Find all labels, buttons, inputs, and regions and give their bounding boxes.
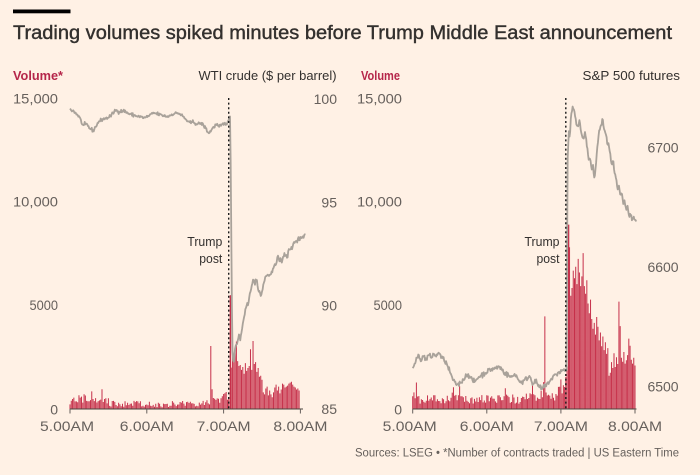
svg-text:Volume: Volume <box>361 69 400 83</box>
svg-text:S&P 500 futures: S&P 500 futures <box>583 68 681 83</box>
svg-text:Trump: Trump <box>525 235 560 249</box>
svg-text:7.00AM: 7.00AM <box>534 418 588 434</box>
svg-text:Sources: LSEG • *Number of con: Sources: LSEG • *Number of contracts tra… <box>355 448 679 460</box>
svg-text:6.00AM: 6.00AM <box>120 418 174 434</box>
svg-text:0: 0 <box>50 402 58 418</box>
svg-text:6700: 6700 <box>647 139 678 155</box>
svg-text:6500: 6500 <box>647 379 678 395</box>
svg-text:0: 0 <box>394 402 402 418</box>
svg-text:Trading volumes spiked minutes: Trading volumes spiked minutes before Tr… <box>13 23 673 44</box>
svg-text:15,000: 15,000 <box>13 90 58 106</box>
svg-text:6600: 6600 <box>647 259 678 275</box>
svg-text:85: 85 <box>321 401 337 417</box>
svg-text:Trump: Trump <box>187 235 222 249</box>
svg-text:Volume*: Volume* <box>13 69 63 83</box>
svg-text:5.00AM: 5.00AM <box>40 418 94 434</box>
svg-text:post: post <box>199 252 222 266</box>
svg-text:post: post <box>537 252 560 266</box>
svg-text:7.00AM: 7.00AM <box>197 418 251 434</box>
svg-text:6.00AM: 6.00AM <box>460 418 514 434</box>
svg-text:5000: 5000 <box>30 297 59 313</box>
svg-text:15,000: 15,000 <box>357 90 402 106</box>
svg-text:10,000: 10,000 <box>13 194 58 210</box>
svg-text:WTI crude ($ per barrel): WTI crude ($ per barrel) <box>199 68 337 83</box>
svg-text:90: 90 <box>321 298 337 314</box>
svg-text:8.00AM: 8.00AM <box>273 418 327 434</box>
svg-text:95: 95 <box>321 194 337 210</box>
svg-text:100: 100 <box>314 91 338 107</box>
svg-text:10,000: 10,000 <box>357 194 402 210</box>
svg-text:5000: 5000 <box>374 297 403 313</box>
svg-text:8.00AM: 8.00AM <box>608 418 662 434</box>
svg-text:5.00AM: 5.00AM <box>383 418 437 434</box>
